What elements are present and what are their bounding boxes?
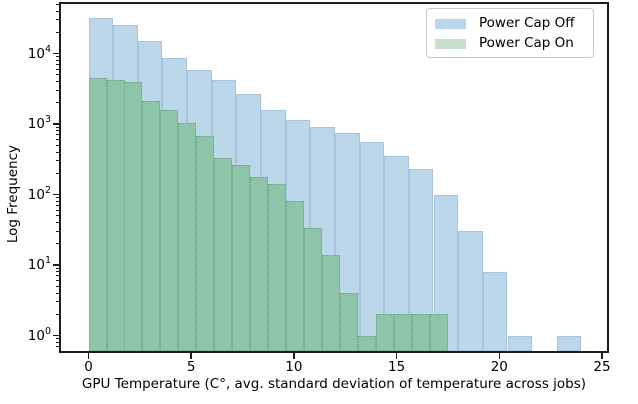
y-minor-tick	[55, 144, 59, 146]
histogram-bar-power-cap-on	[268, 184, 287, 351]
legend-item-power-cap-off: Power Cap Off	[435, 14, 585, 33]
y-minor-tick	[55, 341, 59, 343]
x-tick	[601, 353, 603, 359]
y-minor-tick	[55, 68, 59, 70]
y-minor-tick	[55, 89, 59, 91]
y-minor-tick	[55, 56, 59, 58]
histogram-bar-power-cap-on	[304, 228, 323, 351]
histogram-bar-power-cap-on	[232, 164, 251, 351]
histogram-bar-power-cap-on	[358, 335, 377, 351]
x-tick-label: 20	[490, 359, 508, 375]
y-minor-tick	[55, 285, 59, 287]
x-tick-label: 0	[84, 359, 93, 375]
y-minor-tick	[55, 31, 59, 33]
y-minor-tick	[55, 209, 59, 211]
legend-item-power-cap-on: Power Cap On	[435, 34, 585, 53]
histogram-bar-power-cap-on	[178, 123, 197, 351]
histogram-bar-power-cap-on	[340, 293, 359, 351]
power-cap-off-swatch	[435, 18, 466, 29]
y-tick-label: 101	[27, 255, 51, 273]
x-tick-label: 10	[285, 359, 303, 375]
y-minor-tick	[55, 313, 59, 315]
y-minor-tick	[55, 204, 59, 206]
x-tick-label: 15	[388, 359, 406, 375]
y-minor-tick	[55, 230, 59, 232]
histogram-bar-power-cap-on	[214, 157, 233, 351]
plot-area	[61, 4, 607, 351]
x-tick	[293, 353, 295, 359]
y-minor-tick	[55, 197, 59, 199]
histogram-bar-power-cap-off	[507, 335, 533, 351]
y-minor-tick	[55, 345, 59, 347]
y-minor-tick	[55, 301, 59, 303]
y-tick-label: 102	[27, 184, 51, 203]
histogram-bar-power-cap-on	[394, 314, 412, 351]
histogram-bar-power-cap-off	[556, 335, 582, 351]
x-axis-label: GPU Temperature (C°, avg. standard devia…	[81, 376, 587, 392]
y-minor-tick	[55, 63, 59, 65]
y-tick-label: 100	[27, 325, 51, 344]
y-tick	[53, 193, 59, 196]
y-minor-tick	[55, 10, 59, 12]
y-minor-tick	[55, 222, 59, 224]
histogram-bar-power-cap-on	[106, 80, 125, 351]
y-minor-tick	[55, 243, 59, 245]
x-tick-label: 5	[186, 359, 196, 375]
histogram-bar-power-cap-on	[160, 109, 179, 351]
legend: Power Cap Off Power Cap On	[426, 8, 594, 58]
y-minor-tick	[55, 59, 59, 61]
x-tick	[87, 353, 90, 359]
histogram-bar-power-cap-on	[196, 136, 215, 351]
y-minor-tick	[55, 74, 59, 76]
y-axis-label-wrap: Log Frequency	[4, 53, 22, 336]
y-tick	[53, 123, 59, 125]
x-tick	[498, 353, 501, 359]
power-cap-on-swatch	[435, 38, 466, 49]
histogram-bar-power-cap-on	[376, 314, 395, 351]
y-tick-label: 103	[27, 114, 51, 132]
y-minor-tick	[55, 200, 59, 202]
histogram-bar-power-cap-on	[286, 201, 305, 351]
y-minor-tick	[55, 172, 59, 174]
histogram-bar-power-cap-on	[430, 314, 448, 351]
y-minor-tick	[55, 267, 59, 269]
legend-label-power-cap-on: Power Cap On	[479, 35, 574, 51]
y-minor-tick	[55, 134, 59, 136]
histogram-bar-power-cap-off	[458, 231, 483, 351]
y-minor-tick	[55, 292, 59, 294]
y-minor-tick	[55, 81, 59, 83]
x-tick	[395, 353, 398, 359]
y-tick-label: 104	[27, 43, 51, 62]
y-minor-tick	[55, 271, 59, 273]
x-tick-label: 25	[593, 359, 611, 375]
histogram-bar-power-cap-on	[88, 78, 107, 351]
y-axis-label: Log Frequency	[5, 145, 21, 244]
y-minor-tick	[55, 151, 59, 153]
y-minor-tick	[55, 215, 59, 217]
histogram-bar-power-cap-off	[482, 271, 508, 351]
y-minor-tick	[55, 338, 59, 340]
histogram-bar-power-cap-on	[322, 254, 341, 351]
legend-label-power-cap-off: Power Cap Off	[479, 15, 575, 31]
y-minor-tick	[55, 130, 59, 132]
y-minor-tick	[55, 3, 59, 5]
histogram-bar-power-cap-on	[250, 176, 269, 351]
y-minor-tick	[55, 19, 59, 21]
histogram-bar-power-cap-on	[412, 314, 430, 351]
y-minor-tick	[55, 139, 59, 141]
y-tick	[53, 52, 59, 55]
y-tick	[53, 334, 59, 337]
y-tick	[53, 264, 59, 266]
y-minor-tick	[55, 102, 59, 104]
histogram-bar-power-cap-on	[142, 101, 161, 351]
y-minor-tick	[55, 275, 59, 277]
histogram-bar-power-cap-on	[124, 81, 143, 351]
y-minor-tick	[55, 280, 59, 282]
y-minor-tick	[55, 160, 59, 162]
y-minor-tick	[55, 126, 59, 128]
x-tick	[190, 353, 192, 359]
